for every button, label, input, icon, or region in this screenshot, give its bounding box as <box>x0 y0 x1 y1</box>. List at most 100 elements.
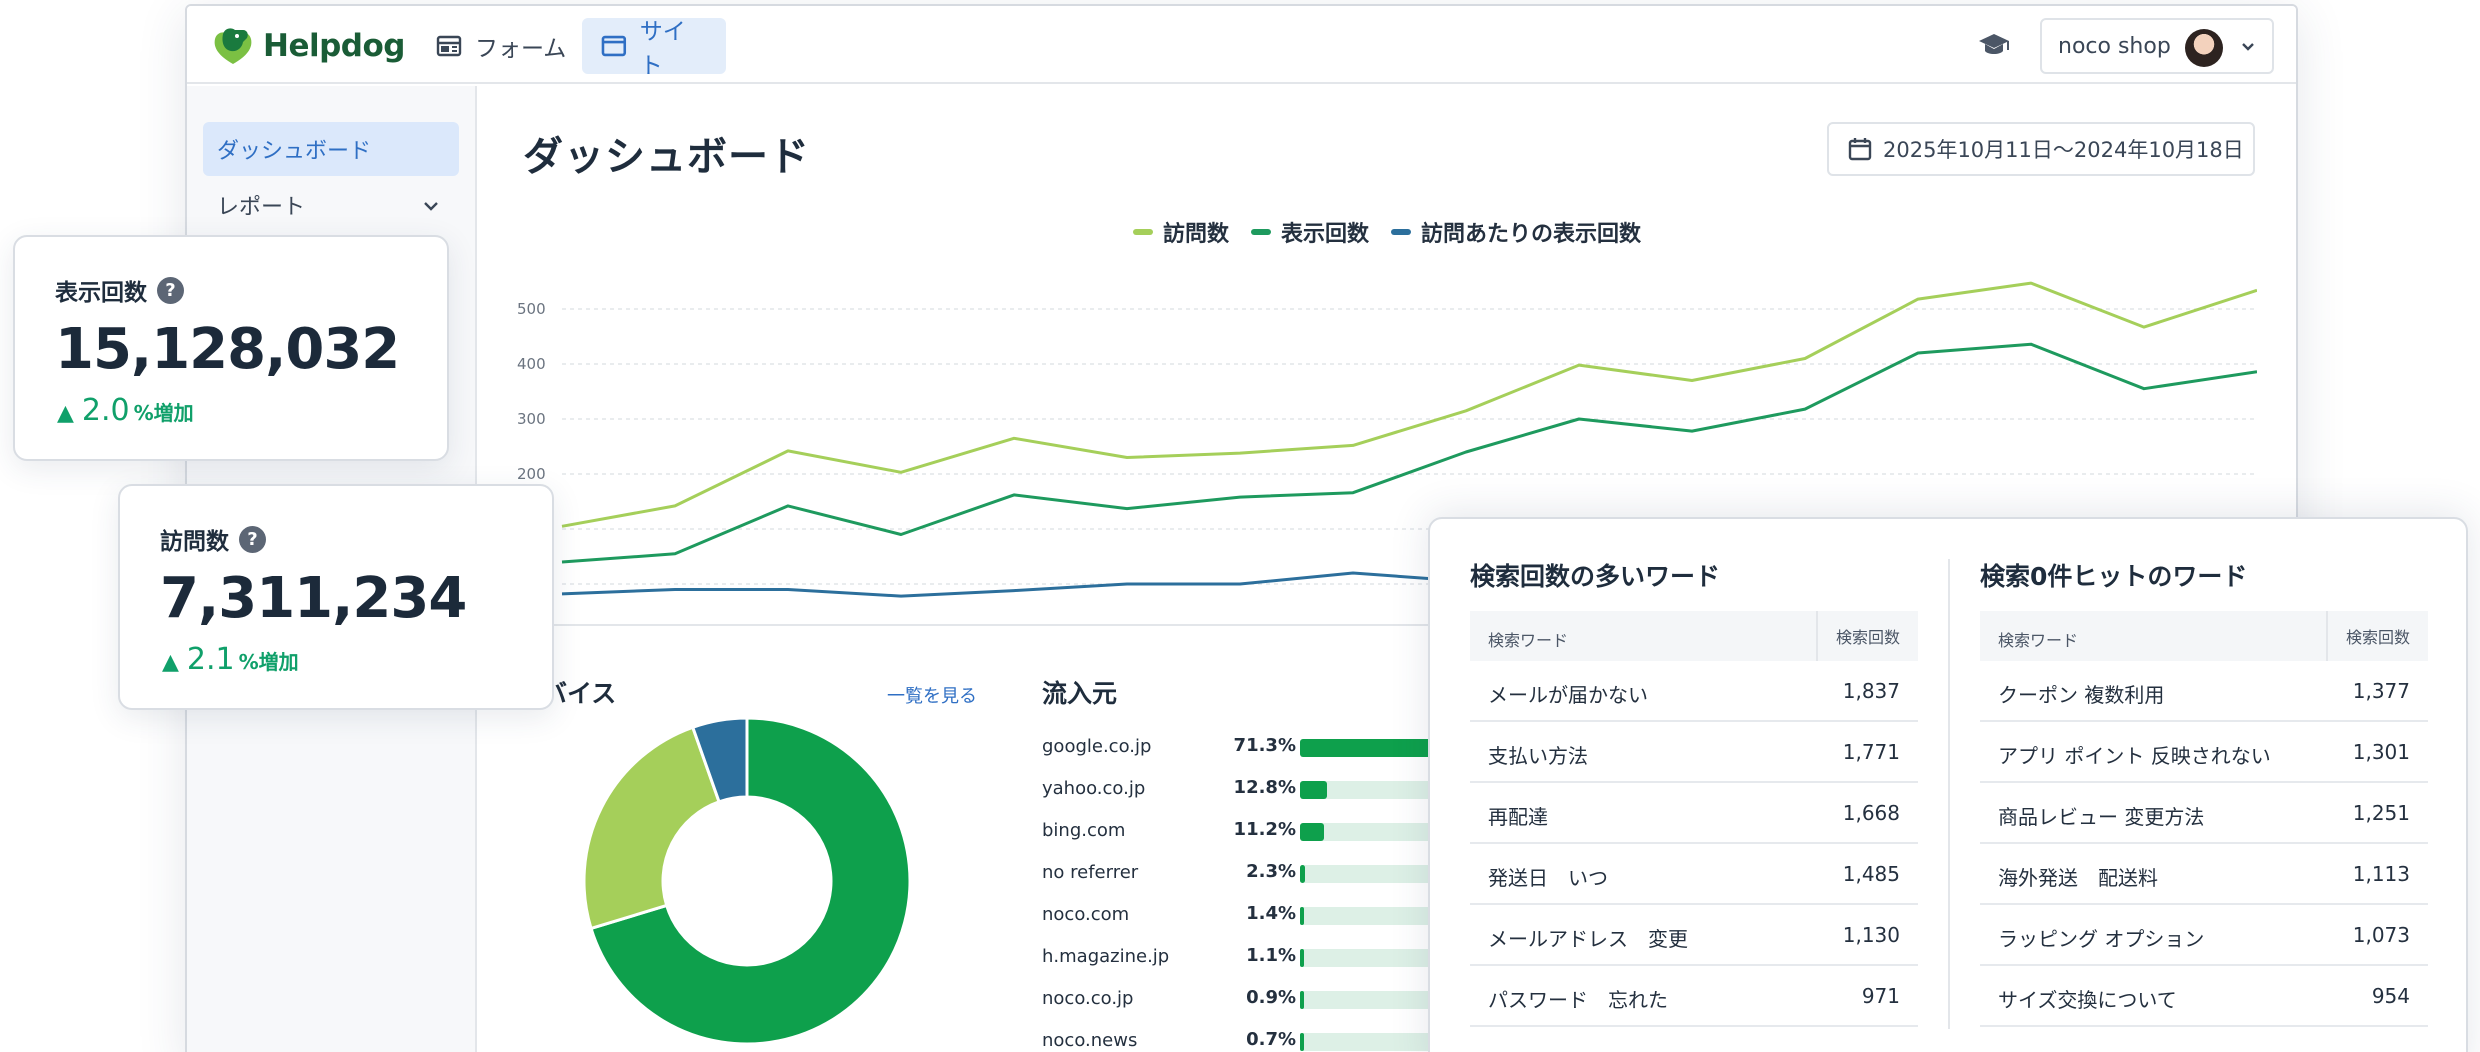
donut-slice[interactable] <box>589 716 912 1046</box>
legend-swatch <box>1133 229 1153 235</box>
search-count: 954 <box>2371 984 2410 1008</box>
referrer-row[interactable]: noco.com 1.4% <box>1042 896 1500 938</box>
table-row[interactable]: アプリ ポイント 反映されない 1,301 <box>1980 722 2428 783</box>
referrer-percent: 0.7% <box>1246 1029 1296 1050</box>
tab-form[interactable]: フォーム <box>417 18 584 74</box>
stat-label: 訪問数 <box>160 529 229 555</box>
stat-card-views: 表示回数 ? 15,128,032 ▲ 2.0 %増加 <box>13 235 449 461</box>
referrer-row[interactable]: yahoo.co.jp 12.8% <box>1042 770 1500 812</box>
stat-delta: ▲ 2.0 %増加 <box>57 393 194 428</box>
donut-slice[interactable] <box>690 716 749 804</box>
referrer-bar <box>1300 1033 1304 1051</box>
avatar <box>2185 29 2223 67</box>
zero-hit-title: 検索0件ヒットのワード <box>1980 562 2248 591</box>
top-words-table: 検索ワード 検索回数 メールが届かない 1,837 支払い方法 1,771 再配達 1,6… <box>1470 611 1918 1027</box>
table-row[interactable]: 再配達 1,668 <box>1470 783 1918 844</box>
account-switcher[interactable]: noco shop <box>2040 18 2274 74</box>
referrer-row[interactable]: noco.news 0.7% <box>1042 1022 1500 1052</box>
tab-form-label: フォーム <box>475 36 567 62</box>
graduation-cap-icon[interactable] <box>1977 30 2011 60</box>
table-row[interactable]: 商品レビュー 変更方法 1,251 <box>1980 783 2428 844</box>
dog-logo-icon <box>214 28 252 64</box>
column-header-count[interactable]: 検索回数 <box>1816 611 1918 661</box>
search-count: 1,301 <box>2352 740 2410 764</box>
referrer-name: no referrer <box>1042 862 1139 883</box>
search-word: アプリ ポイント 反映されない <box>1998 744 2271 768</box>
referrer-row[interactable]: h.magazine.jp 1.1% <box>1042 938 1500 980</box>
legend-item-visits[interactable]: 訪問数 <box>1133 216 1229 248</box>
referrer-list: google.co.jp 71.3% yahoo.co.jp 12.8% bing.co… <box>1042 728 1500 1052</box>
search-count: 1,113 <box>2352 862 2410 886</box>
referrer-name: noco.com <box>1042 904 1130 925</box>
stat-delta-unit: %増加 <box>133 401 194 425</box>
search-count: 971 <box>1861 984 1900 1008</box>
table-row[interactable]: メールが届かない 1,837 <box>1470 661 1918 722</box>
help-icon[interactable]: ? <box>239 525 266 553</box>
sidebar-item-label: ダッシュボード <box>217 139 372 164</box>
column-header-word[interactable]: 検索ワード <box>1488 631 1569 650</box>
search-word: 海外発送 配送料 <box>1998 866 2158 890</box>
table-row[interactable]: クーポン 複数利用 1,377 <box>1980 661 2428 722</box>
column-header-count[interactable]: 検索回数 <box>2326 611 2428 661</box>
search-word: 商品レビュー 変更方法 <box>1998 805 2205 829</box>
table-row[interactable]: メールアドレス 変更 1,130 <box>1470 905 1918 966</box>
help-icon[interactable]: ? <box>157 276 184 304</box>
page-title: ダッシュボード <box>523 134 810 180</box>
view-all-link[interactable]: 一覧を見る <box>887 686 977 707</box>
table-body: クーポン 複数利用 1,377 アプリ ポイント 反映されない 1,301 商品レビュー… <box>1980 661 2428 1027</box>
column-header-word[interactable]: 検索ワード <box>1998 631 2079 650</box>
sidebar-item-dashboard[interactable]: ダッシュボード <box>203 122 459 176</box>
table-row[interactable]: パスワード 忘れた 971 <box>1470 966 1918 1027</box>
triangle-up-icon: ▲ <box>162 650 179 675</box>
section-divider <box>477 624 2296 626</box>
stat-delta-value: 2.0 <box>81 393 130 428</box>
search-word: メールが届かない <box>1488 683 1648 707</box>
y-tick-label: 500 <box>517 300 546 318</box>
series-line-1[interactable] <box>561 342 2257 564</box>
y-tick-label: 200 <box>517 465 546 483</box>
legend-swatch <box>1391 229 1412 235</box>
table-body: メールが届かない 1,837 支払い方法 1,771 再配達 1,668 発送日 いつ 1,4… <box>1470 661 1918 1027</box>
referrer-bar <box>1300 739 1450 757</box>
table-row[interactable]: 支払い方法 1,771 <box>1470 722 1918 783</box>
window-icon <box>601 35 627 57</box>
legend-label: 訪問数 <box>1163 222 1230 247</box>
date-range-picker[interactable]: 2025年10月11日〜2024年10月18日 <box>1827 122 2255 176</box>
legend-item-views[interactable]: 表示回数 <box>1251 216 1369 248</box>
donut-slice[interactable] <box>582 725 721 931</box>
search-count: 1,668 <box>1842 801 1900 825</box>
search-word: クーポン 複数利用 <box>1998 683 2165 707</box>
referrer-name: google.co.jp <box>1042 736 1152 757</box>
stat-label-wrap: 訪問数 ? <box>160 522 266 556</box>
legend-item-per-visit[interactable]: 訪問あたりの表示回数 <box>1391 216 1641 248</box>
table-row[interactable]: サイズ交換について 954 <box>1980 966 2428 1027</box>
series-line-0[interactable] <box>561 281 2257 528</box>
sidebar-item-report[interactable]: レポート <box>203 178 459 232</box>
search-word: サイズ交換について <box>1998 988 2177 1012</box>
referrer-row[interactable]: noco.co.jp 0.9% <box>1042 980 1500 1022</box>
referrer-row[interactable]: google.co.jp 71.3% <box>1042 728 1500 770</box>
referrer-bar <box>1300 823 1324 841</box>
search-word: パスワード 忘れた <box>1488 988 1668 1012</box>
table-row[interactable]: 発送日 いつ 1,485 <box>1470 844 1918 905</box>
referrer-row[interactable]: bing.com 11.2% <box>1042 812 1500 854</box>
stat-delta-value: 2.1 <box>186 642 235 677</box>
referrer-name: noco.co.jp <box>1042 988 1134 1009</box>
legend-label: 表示回数 <box>1281 222 1370 247</box>
table-row[interactable]: 海外発送 配送料 1,113 <box>1980 844 2428 905</box>
brand-logo[interactable]: Helpdog <box>209 24 405 68</box>
tab-site[interactable]: サイト <box>582 18 726 79</box>
stat-delta-unit: %増加 <box>238 650 299 674</box>
search-word: 支払い方法 <box>1488 744 1588 768</box>
table-row[interactable]: ラッピング オプション 1,073 <box>1980 905 2428 966</box>
referrer-row[interactable]: no referrer 2.3% <box>1042 854 1500 896</box>
search-count: 1,130 <box>1842 923 1900 947</box>
stat-value: 7,311,234 <box>160 566 467 631</box>
brand-name: Helpdog <box>263 28 405 64</box>
stat-label-wrap: 表示回数 ? <box>55 273 184 307</box>
referrer-bar <box>1300 991 1304 1009</box>
search-word: 再配達 <box>1488 805 1548 829</box>
table-header: 検索ワード 検索回数 <box>1470 611 1918 661</box>
table-header: 検索ワード 検索回数 <box>1980 611 2428 661</box>
search-count: 1,485 <box>1842 862 1900 886</box>
